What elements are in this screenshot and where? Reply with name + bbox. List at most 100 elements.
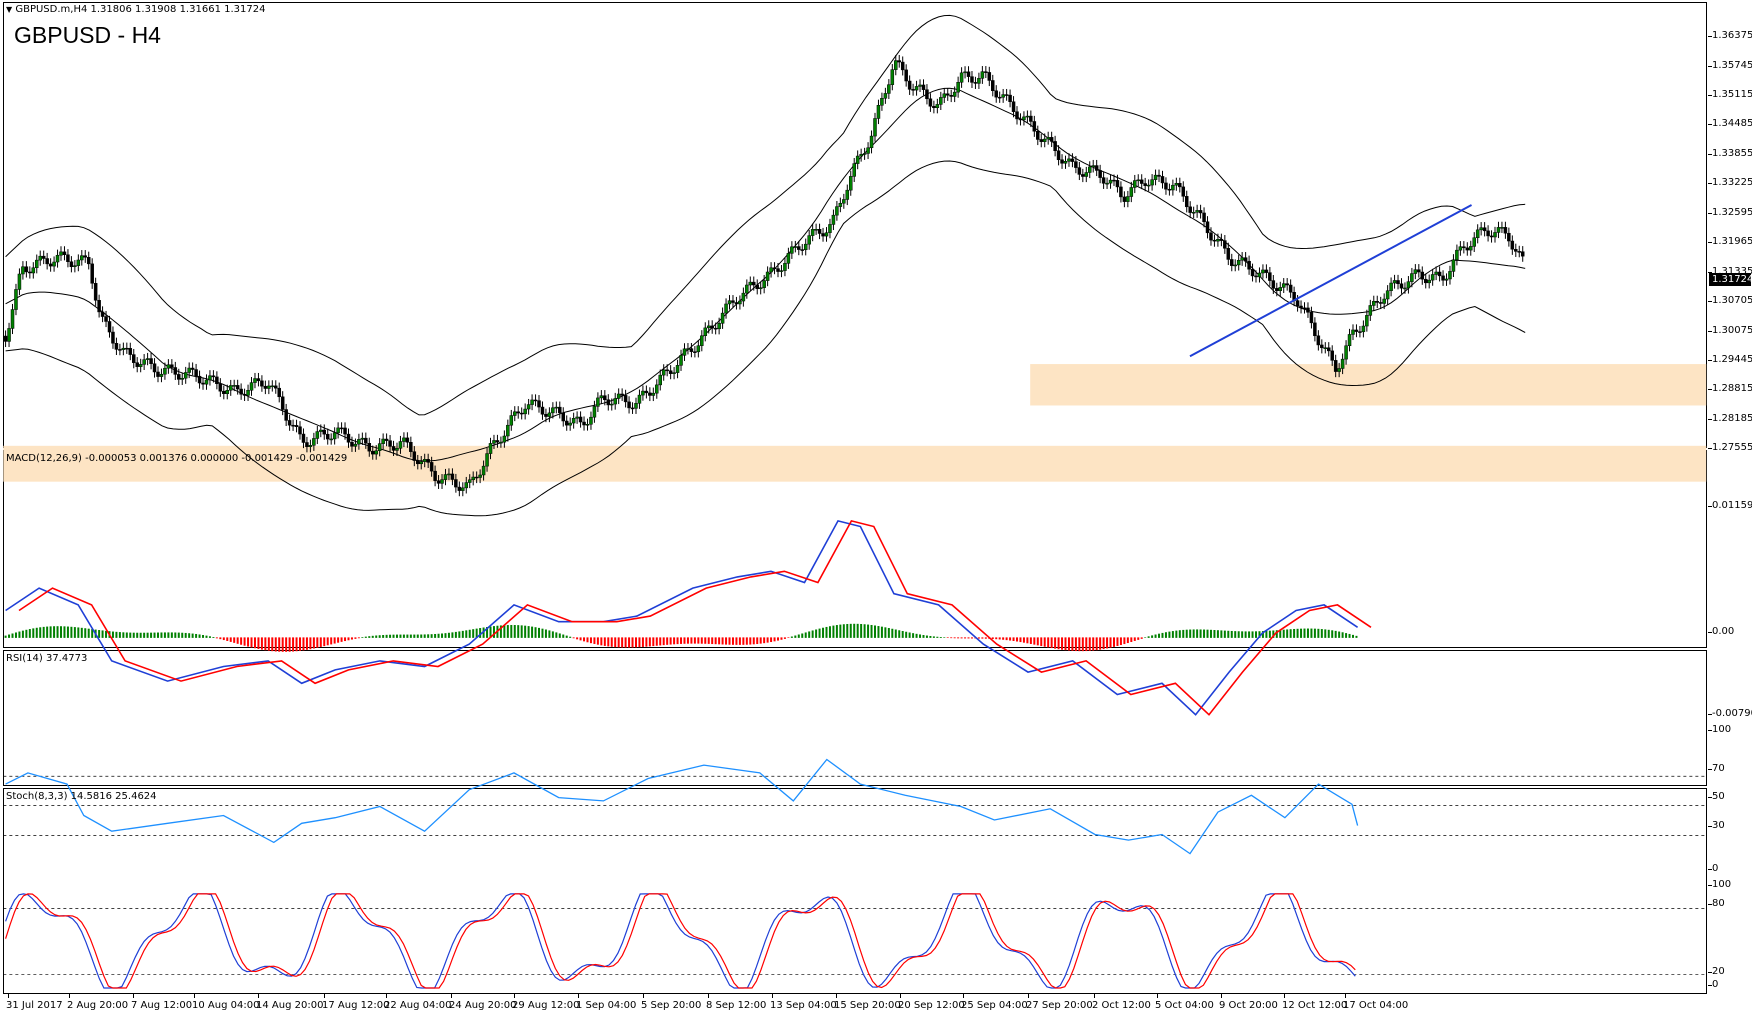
macd-histogram-bar	[368, 636, 371, 638]
candle-body	[1458, 246, 1463, 251]
macd-histogram-bar	[510, 624, 513, 638]
time-axis-label: 5 Sep 20:00	[641, 1000, 702, 1011]
candle-body	[554, 406, 559, 409]
candle-body	[429, 462, 434, 472]
candle-body	[1469, 246, 1473, 251]
macd-histogram-bar	[513, 625, 516, 638]
macd-histogram-bar	[1175, 630, 1178, 638]
macd-histogram-bar	[1043, 637, 1046, 647]
candle-body	[779, 270, 784, 272]
symbol-info: ▼ GBPUSD.m,H4 1.31806 1.31908 1.31661 1.…	[6, 4, 265, 15]
candle-body	[80, 255, 84, 261]
candle-body	[571, 418, 576, 424]
macd-histogram-bar	[704, 637, 707, 644]
price-axis-label: 1.29445	[1712, 353, 1752, 365]
candle-body	[1326, 347, 1331, 352]
candle-body	[419, 461, 423, 465]
macd-histogram-bar	[662, 637, 665, 646]
candle-body	[294, 425, 299, 427]
macd-histogram-bar	[1154, 634, 1157, 638]
candle-body	[218, 383, 223, 392]
macd-histogram-bar	[139, 632, 142, 638]
macd-histogram-bar	[943, 637, 946, 638]
y-tick	[1708, 632, 1712, 633]
candle-body	[461, 487, 465, 491]
chart-menu-icon[interactable]: ▼	[6, 5, 13, 14]
macd-histogram-bar	[18, 631, 21, 638]
macd-histogram-bar	[828, 626, 831, 638]
macd-histogram-bar	[1185, 629, 1188, 638]
macd-histogram-bar	[153, 632, 156, 638]
macd-histogram-bar	[894, 629, 897, 638]
candle-body	[966, 71, 971, 77]
macd-histogram-bar	[953, 637, 956, 639]
candle-body	[675, 365, 680, 373]
macd-histogram-bar	[565, 635, 568, 638]
candle-body	[956, 82, 960, 93]
candle-body	[793, 246, 798, 248]
candle-body	[987, 72, 992, 81]
candle-body	[1261, 269, 1265, 274]
macd-histogram-bar	[236, 637, 239, 644]
macd-histogram-bar	[444, 633, 447, 638]
x-tick	[258, 993, 259, 998]
candle-body	[1333, 360, 1338, 372]
macd-histogram-bar	[430, 634, 433, 638]
candle-body	[416, 460, 420, 465]
macd-histogram-bar	[229, 637, 232, 642]
macd-histogram-bar	[957, 637, 960, 639]
macd-histogram-bar	[125, 632, 128, 638]
stoch-pane[interactable]	[3, 788, 1707, 994]
candle-body	[246, 390, 250, 396]
price-axis-label: 1.35745	[1712, 59, 1752, 71]
macd-histogram-bar	[53, 626, 56, 638]
candle-body	[1247, 260, 1251, 270]
macd-histogram-bar	[344, 637, 347, 642]
candle-body	[1306, 307, 1310, 313]
price-axis-label: 1.28815	[1712, 383, 1752, 395]
candle-body	[907, 80, 912, 90]
candle-body	[1503, 227, 1508, 234]
candle-body	[1184, 196, 1189, 208]
candle-body	[1489, 235, 1494, 238]
candle-body	[537, 400, 541, 408]
candle-body	[450, 473, 455, 480]
candle-body	[1212, 239, 1217, 242]
macd-histogram-bar	[835, 625, 838, 638]
macd-histogram-bar	[849, 623, 852, 638]
candle-body	[180, 377, 184, 380]
candle-body	[177, 374, 181, 380]
candle-body	[17, 273, 22, 290]
candle-body	[398, 441, 403, 449]
time-axis-label: 25 Sep 04:00	[961, 1000, 1028, 1011]
rsi-axis-label: 100	[1712, 724, 1732, 735]
macd-histogram-bar	[725, 637, 728, 645]
time-axis-label: 7 Aug 12:00	[131, 1000, 193, 1011]
time-axis-label: 12 Oct 12:00	[1282, 1000, 1348, 1011]
stoch-axis-label: 100	[1712, 879, 1732, 890]
candle-body	[1164, 182, 1168, 190]
candle-body	[232, 385, 236, 387]
macd-histogram-bar	[1019, 637, 1022, 643]
candle-body	[1018, 118, 1023, 121]
candle-body	[322, 429, 327, 435]
macd-histogram-bar	[804, 632, 807, 638]
candle-body	[1285, 283, 1289, 286]
price-axis-label: 1.34485	[1712, 118, 1752, 130]
candle-body	[45, 258, 49, 265]
y-tick	[1708, 972, 1712, 973]
candle-body	[741, 292, 746, 302]
time-axis-label: 5 Oct 04:00	[1155, 1000, 1214, 1011]
stoch-label: Stoch(8,3,3) 14.5816 25.4624	[6, 791, 157, 802]
candle-body	[949, 95, 953, 97]
candle-body	[724, 303, 728, 314]
macd-signal-line	[18, 519, 1372, 716]
candle-body	[422, 459, 427, 462]
x-tick	[1028, 993, 1029, 998]
candle-body	[457, 486, 462, 491]
candle-body	[1098, 170, 1102, 178]
bollinger-lower	[5, 160, 1526, 517]
candle-body	[1517, 251, 1522, 253]
candle-body	[1351, 329, 1355, 335]
